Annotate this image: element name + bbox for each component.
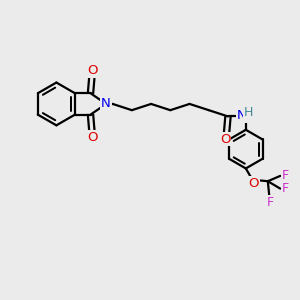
Text: O: O — [249, 177, 259, 190]
Text: N: N — [101, 97, 111, 110]
Text: N: N — [237, 109, 247, 122]
Text: H: H — [244, 106, 254, 119]
Text: F: F — [281, 182, 289, 195]
Text: O: O — [87, 131, 98, 144]
Text: O: O — [220, 133, 230, 146]
Text: O: O — [87, 64, 98, 77]
Text: F: F — [266, 196, 274, 208]
Text: F: F — [281, 169, 289, 182]
